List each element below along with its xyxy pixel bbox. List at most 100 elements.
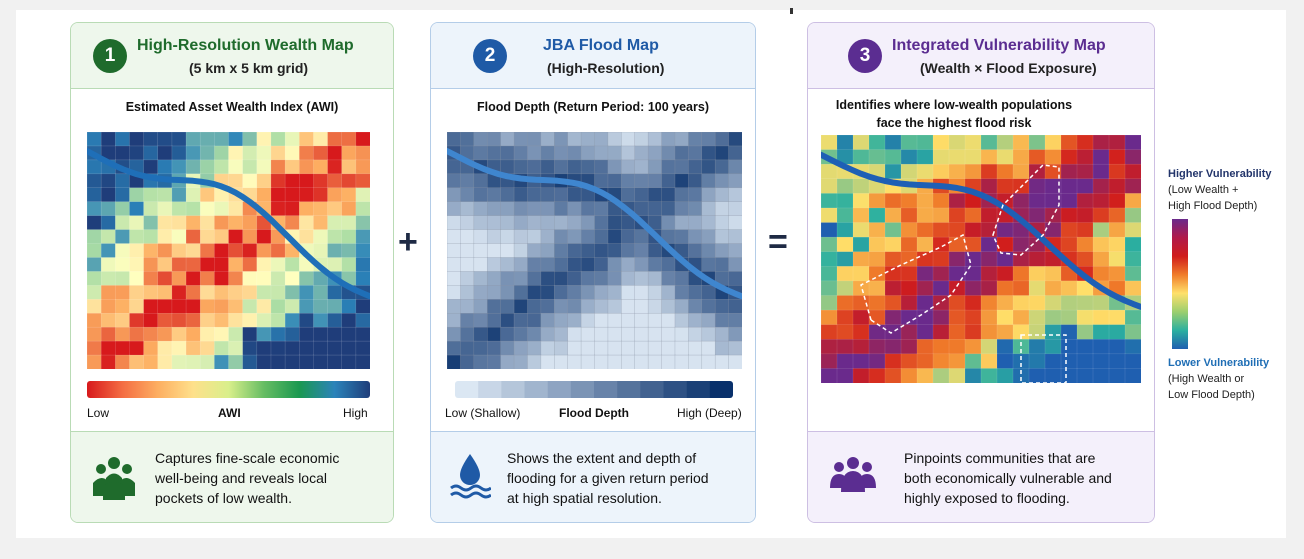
grid-cell	[1076, 309, 1094, 326]
grid-cell	[661, 173, 676, 189]
grid-cell	[714, 257, 730, 273]
grid-cell	[714, 132, 730, 147]
grid-cell	[228, 243, 244, 259]
grid-cell	[100, 229, 116, 245]
grid-cell	[355, 132, 370, 147]
grid-cell	[1124, 207, 1141, 224]
grid-cell	[270, 271, 286, 287]
grid-cell	[1076, 236, 1094, 253]
grid-cell	[661, 215, 676, 231]
grid-cell	[115, 326, 131, 342]
flood-depth-colorbar	[455, 381, 733, 398]
grid-cell	[852, 309, 870, 326]
grid-cell	[527, 215, 542, 231]
grid-cell	[852, 266, 870, 282]
grid-cell	[87, 285, 102, 300]
grid-cell	[171, 257, 187, 273]
grid-cell	[540, 187, 555, 203]
grid-cell	[256, 340, 272, 356]
grid-cell	[688, 187, 703, 203]
grid-cell	[621, 257, 636, 273]
vulnerability-map-panel: 3 Integrated Vulnerability Map (Wealth ×…	[807, 22, 1155, 523]
grid-cell	[1028, 280, 1046, 297]
grid-cell	[143, 257, 159, 273]
grid-cell	[674, 340, 690, 356]
grid-cell	[143, 159, 159, 175]
grid-cell	[143, 187, 159, 203]
grid-cell	[900, 135, 918, 151]
grid-cell	[688, 299, 703, 314]
grid-cell	[460, 215, 475, 231]
grid-cell	[1028, 193, 1046, 209]
grid-cell	[728, 159, 742, 175]
grid-cell	[1028, 368, 1046, 383]
grid-cell	[185, 187, 201, 203]
grid-cell	[270, 201, 286, 217]
grid-cell	[634, 145, 649, 161]
grid-cell	[728, 257, 742, 273]
grid-cell	[473, 326, 488, 342]
grid-cell	[916, 135, 934, 151]
grid-cell	[313, 354, 329, 369]
grid-cell	[688, 201, 703, 217]
grid-cell	[900, 295, 918, 311]
grid-cell	[214, 215, 230, 231]
grid-cell	[567, 201, 582, 217]
grid-cell	[460, 243, 475, 259]
grid-cell	[964, 207, 982, 224]
people-group-icon	[93, 457, 135, 500]
grid-cell	[1060, 353, 1078, 370]
grid-cell	[916, 338, 934, 355]
flood-map-panel: 2 JBA Flood Map (High-Resolution) Flood …	[430, 22, 756, 523]
grid-cell	[327, 312, 343, 328]
grid-cell	[728, 312, 742, 328]
grid-cell	[327, 215, 343, 231]
grid-cell	[1076, 178, 1094, 194]
grid-cell	[447, 312, 462, 328]
grid-cell	[355, 145, 370, 161]
grid-cell	[554, 326, 569, 342]
grid-cell	[355, 312, 370, 328]
grid-cell	[1092, 309, 1110, 326]
grid-cell	[1108, 149, 1126, 165]
grid-cell	[129, 354, 145, 369]
grid-cell	[143, 201, 159, 217]
grid-cell	[1076, 295, 1094, 311]
grid-cell	[228, 326, 244, 342]
grid-cell	[157, 285, 173, 300]
grid-cell	[948, 163, 966, 180]
grid-cell	[567, 271, 582, 287]
grid-cell	[447, 201, 462, 217]
grid-cell	[688, 326, 703, 342]
grid-cell	[214, 285, 230, 300]
grid-cell	[486, 312, 502, 328]
grid-cell	[313, 145, 329, 161]
grid-cell	[728, 299, 742, 314]
grid-cell	[171, 271, 187, 287]
grid-cell	[527, 285, 542, 300]
grid-cell	[513, 340, 529, 356]
grid-cell	[214, 326, 230, 342]
grid-cell	[129, 132, 145, 147]
header-divider	[808, 88, 1154, 89]
grid-cell	[634, 340, 649, 356]
grid-cell	[980, 368, 998, 383]
grid-cell	[284, 326, 300, 342]
grid-cell	[607, 145, 622, 161]
grid-cell	[634, 159, 649, 175]
river-line	[447, 148, 742, 300]
description-line: at high spatial resolution.	[507, 490, 662, 506]
grid-cell	[661, 299, 676, 314]
panel-description: Captures fine-scale economic well-being …	[155, 448, 339, 508]
grid-cell	[647, 271, 663, 287]
grid-cell	[228, 159, 244, 175]
grid-cell	[327, 173, 343, 189]
grid-cell	[256, 145, 272, 161]
grid-cell	[980, 135, 998, 151]
grid-cell	[355, 257, 370, 273]
grid-cell	[567, 159, 582, 175]
grid-cell	[1012, 135, 1030, 151]
grid-cell	[284, 187, 300, 203]
grid-cell	[621, 326, 636, 342]
grid-cell	[327, 243, 343, 259]
